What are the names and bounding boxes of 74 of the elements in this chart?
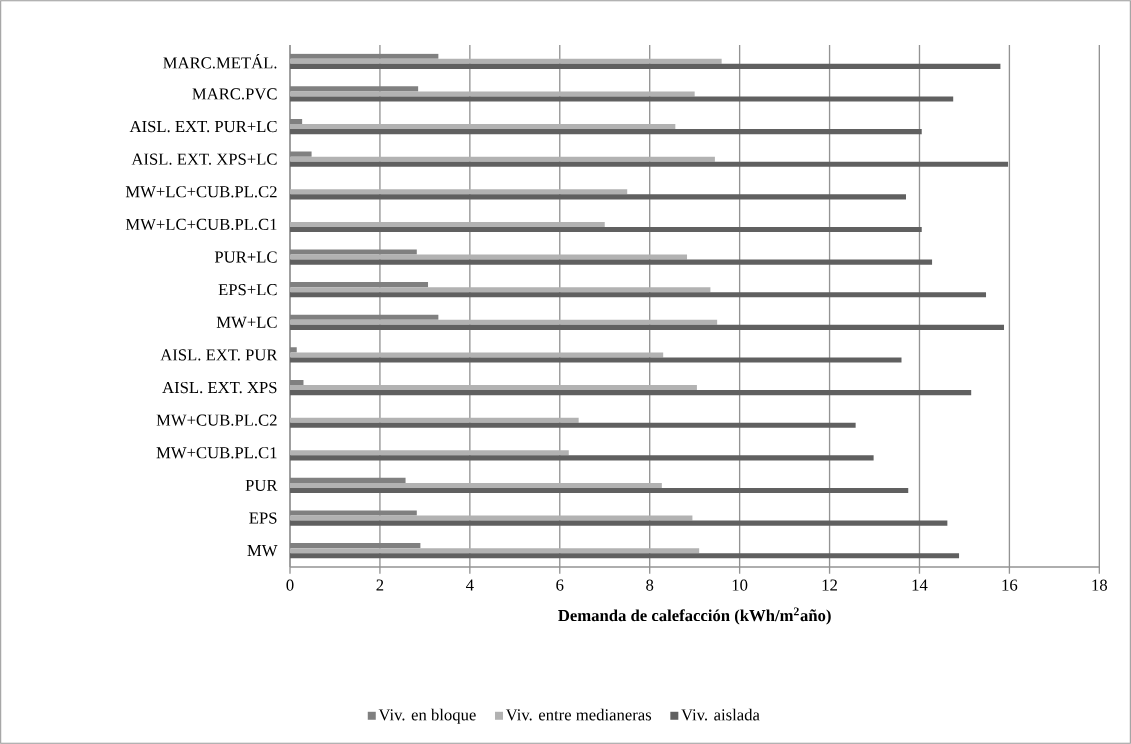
bar: [290, 515, 693, 521]
bar: [290, 282, 429, 288]
bar: [290, 352, 664, 358]
y-tick-label: AISL. EXT. XPS+LC: [131, 153, 277, 165]
x-axis-title: Demanda de calefacción (kWh/m$^{2}$año): [558, 607, 831, 625]
x-tick-label: 0: [286, 579, 294, 591]
bar: [290, 357, 902, 363]
bar: [290, 161, 1009, 167]
y-tick-label: MARC.METÁL.: [163, 54, 277, 69]
x-tick-label: 4: [466, 579, 474, 591]
bar: [290, 450, 569, 456]
bar: [290, 129, 922, 135]
bar: [290, 189, 628, 195]
bar: [290, 53, 439, 59]
bar: [290, 156, 715, 162]
bar: [290, 487, 909, 494]
bar: [290, 194, 906, 200]
y-tick-label: MW+CUB.PL.C2: [156, 414, 277, 426]
y-tick-label: PUR+LC: [214, 251, 277, 263]
x-tick-label: 12: [822, 579, 837, 591]
bar: [290, 292, 987, 298]
y-tick-label: MW+LC+CUB.PL.C1: [125, 218, 277, 231]
bar: [290, 86, 419, 92]
bar: [290, 287, 711, 293]
bar: [290, 455, 874, 461]
bar: [290, 226, 922, 233]
bar: [290, 118, 303, 125]
y-tick-label: EPS: [249, 512, 277, 524]
y-tick-label: PUR: [245, 479, 278, 491]
bar: [290, 63, 1001, 69]
bar: [290, 319, 718, 325]
bar: [290, 543, 421, 549]
x-tick-label: 8: [646, 579, 654, 591]
bar: [290, 324, 1005, 330]
bar: [290, 482, 662, 488]
bar: [290, 477, 406, 483]
x-tick-label: 16: [1002, 579, 1018, 591]
bar: [290, 379, 304, 386]
x-tick-label: 2: [376, 579, 384, 591]
legend-label: Viv. en bloque: [378, 708, 476, 724]
y-tick-label: AISL. EXT. XPS: [162, 381, 277, 394]
y-tick-label: MW+CUB.PL.C1: [156, 447, 277, 459]
y-tick-label: EPS+LC: [218, 284, 277, 296]
bar: [290, 249, 417, 255]
bar: [290, 221, 605, 227]
bar: [290, 510, 417, 516]
bar: [290, 417, 579, 423]
bar: [290, 314, 439, 320]
x-tick-label: 18: [1092, 579, 1108, 591]
bar: [290, 548, 700, 554]
legend-label: Viv. aislada: [681, 708, 760, 721]
x-tick-label: 14: [912, 579, 928, 591]
bar: [290, 347, 297, 353]
bar: [290, 390, 972, 396]
bar: [290, 96, 954, 102]
bar: [290, 422, 856, 428]
legend-label: Viv. entre medianeras: [505, 708, 652, 721]
y-tick-label: MARC.PVC: [192, 88, 277, 100]
bar: [290, 91, 695, 97]
bar: [290, 124, 676, 130]
bar: [290, 254, 688, 260]
x-tick-label: 10: [732, 579, 748, 591]
y-tick-label: AISL. EXT. PUR: [160, 349, 278, 361]
bar: [290, 520, 948, 526]
y-tick-label: AISL. EXT. PUR+LC: [129, 120, 277, 133]
bar: [290, 385, 697, 391]
x-tick-label: 6: [556, 579, 564, 591]
y-tick-label: MW+LC: [216, 316, 277, 328]
bar: [290, 553, 960, 559]
bar: [290, 259, 933, 265]
y-tick-label: MW: [247, 545, 278, 557]
y-tick-label: MW+LC+CUB.PL.C2: [125, 186, 277, 198]
bar: [290, 151, 312, 157]
bar: [290, 58, 722, 64]
